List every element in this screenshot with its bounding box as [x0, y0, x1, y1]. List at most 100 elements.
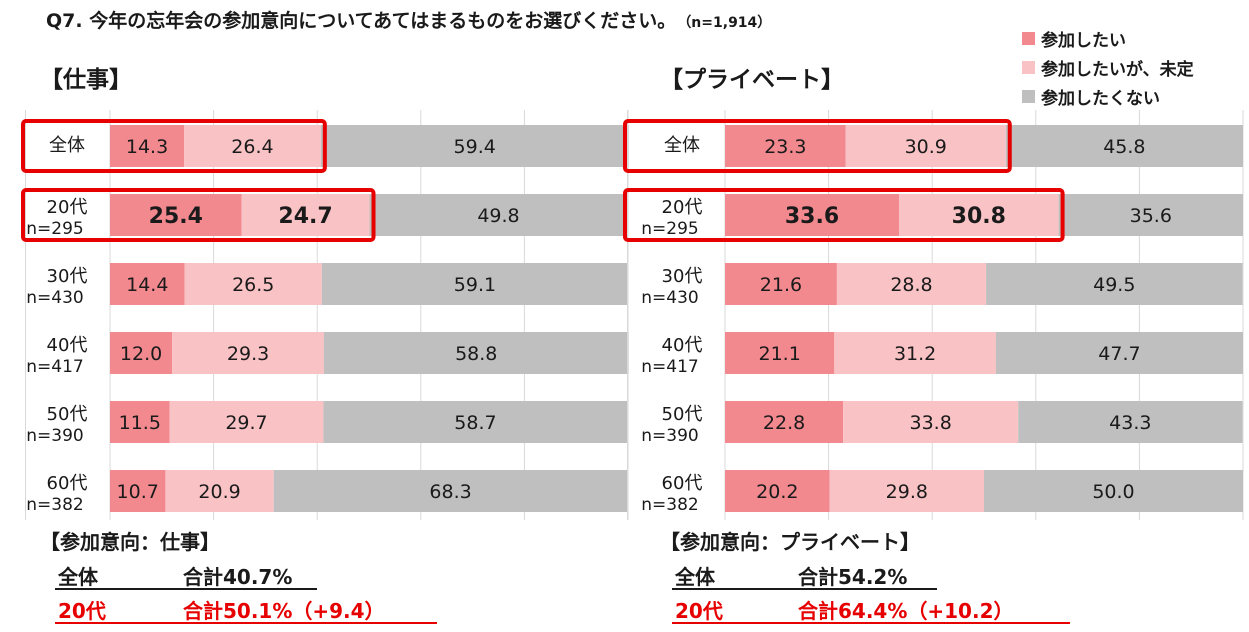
work-bar-undecided	[241, 194, 370, 236]
work-value-label: 29.3	[227, 343, 269, 365]
legend-item-join: 参加したい	[1022, 26, 1126, 51]
private-summary-heading: 【参加意向：プライベート】	[660, 530, 920, 554]
private-value-label: 50.0	[1092, 481, 1134, 503]
work-category-label: 20代	[47, 197, 88, 218]
work-value-label: 26.4	[231, 136, 273, 158]
work-bar-undecided	[165, 470, 274, 512]
work-bar-not-join	[273, 470, 628, 512]
work-bar-join	[110, 401, 170, 443]
work-value-label: 20.9	[198, 481, 240, 503]
legend-swatch-join	[1022, 32, 1035, 45]
private-value-label: 20.2	[756, 481, 798, 503]
private-summary-20s-label: 20代	[675, 599, 723, 623]
title-text: Q7. 今年の忘年会の参加意向についてあてはまるものをお選びください。	[46, 10, 677, 32]
private-panel-title: 【プライベート】	[660, 67, 844, 93]
work-bar-not-join	[323, 332, 629, 374]
work-summary-all-underline	[55, 588, 317, 590]
work-bar-not-join	[320, 125, 629, 167]
work-bar-join	[110, 194, 242, 236]
work-category-n: n=295	[26, 219, 83, 239]
work-bar-not-join	[369, 194, 628, 236]
private-value-label: 45.8	[1103, 136, 1145, 158]
private-bar-undecided	[845, 125, 1006, 167]
sample-size: （n=1,914）	[684, 15, 772, 31]
private-summary-all-underline	[672, 588, 937, 590]
legend-item-undecided: 参加したいが、未定	[1022, 55, 1194, 80]
private-bar-join	[725, 263, 837, 305]
work-category-label: 30代	[47, 266, 88, 287]
work-value-label: 29.7	[225, 412, 267, 434]
private-value-label: 31.2	[894, 343, 936, 365]
work-value-label: 14.4	[126, 274, 168, 296]
private-category-label: 60代	[662, 473, 703, 494]
private-value-label: 33.8	[909, 412, 951, 434]
private-category-n: n=390	[641, 426, 698, 446]
work-bar-undecided	[184, 263, 322, 305]
work-value-label: 25.4	[149, 204, 203, 229]
work-value-label: 49.8	[477, 205, 519, 227]
private-bar-not-join	[1005, 125, 1243, 167]
work-bar-not-join	[323, 401, 628, 443]
private-bar-undecided	[829, 470, 984, 512]
work-value-label: 26.5	[232, 274, 274, 296]
private-summary-all-value: 合計54.2%	[798, 565, 908, 589]
work-category-label: 60代	[47, 473, 88, 494]
private-highlight-frame	[623, 119, 1012, 173]
private-bar-join	[725, 470, 830, 512]
work-value-label: 11.5	[119, 412, 161, 434]
private-bar-undecided	[836, 263, 987, 305]
private-summary-20s-underline	[672, 622, 1070, 624]
legend-label-join: 参加したい	[1041, 31, 1126, 51]
private-bar-not-join	[995, 332, 1243, 374]
work-value-label: 24.7	[278, 204, 332, 229]
private-summary-all-label: 全体	[675, 565, 715, 589]
work-category-label: 50代	[47, 404, 88, 425]
private-bar-not-join	[986, 263, 1243, 305]
work-summary-heading: 【参加意向：仕事】	[40, 530, 220, 554]
private-bar-join	[725, 332, 835, 374]
work-value-label: 59.4	[454, 136, 496, 158]
private-bar-join	[725, 194, 900, 236]
private-value-label: 43.3	[1109, 412, 1151, 434]
private-bar-undecided	[834, 332, 996, 374]
private-value-label: 30.8	[952, 204, 1006, 229]
work-category-n: n=417	[26, 357, 83, 377]
private-category-n: n=417	[641, 357, 698, 377]
work-bar-join	[110, 332, 173, 374]
legend-swatch-not-join	[1022, 90, 1035, 103]
private-value-label: 21.1	[758, 343, 800, 365]
work-summary-20s-underline	[55, 622, 437, 624]
work-highlight-frame	[21, 119, 327, 173]
private-bar-undecided	[899, 194, 1059, 236]
private-category-label: 20代	[662, 197, 703, 218]
private-value-label: 21.6	[760, 274, 802, 296]
private-value-label: 23.3	[764, 136, 806, 158]
private-value-label: 28.8	[890, 274, 932, 296]
work-bar-join	[110, 470, 166, 512]
private-bar-join	[725, 401, 844, 443]
legend-item-not-join: 参加したくない	[1022, 84, 1160, 109]
chart-title: Q7. 今年の忘年会の参加意向についてあてはまるものをお選びください。 （n=1,…	[46, 6, 771, 33]
work-bar-not-join	[321, 263, 628, 305]
work-bar-undecided	[184, 125, 321, 167]
work-category-n: n=430	[26, 288, 83, 308]
private-category-n: n=295	[641, 219, 698, 239]
private-category-label: 50代	[662, 404, 703, 425]
work-panel-title: 【仕事】	[40, 67, 132, 93]
legend-label-not-join: 参加したくない	[1041, 89, 1160, 109]
private-value-label: 29.8	[886, 481, 928, 503]
private-category-label: 40代	[662, 335, 703, 356]
work-summary-all-value: 合計40.7%	[183, 565, 293, 589]
private-value-label: 49.5	[1093, 274, 1135, 296]
private-value-label: 35.6	[1130, 205, 1172, 227]
legend-label-undecided: 参加したいが、未定	[1041, 60, 1194, 80]
legend-swatch-undecided	[1022, 61, 1035, 74]
private-bar-not-join	[1058, 194, 1243, 236]
private-value-label: 22.8	[763, 412, 805, 434]
work-value-label: 58.8	[455, 343, 497, 365]
work-bar-undecided	[169, 401, 324, 443]
work-value-label: 68.3	[429, 481, 471, 503]
private-category-label: 30代	[662, 266, 703, 287]
work-bar-join	[110, 263, 185, 305]
